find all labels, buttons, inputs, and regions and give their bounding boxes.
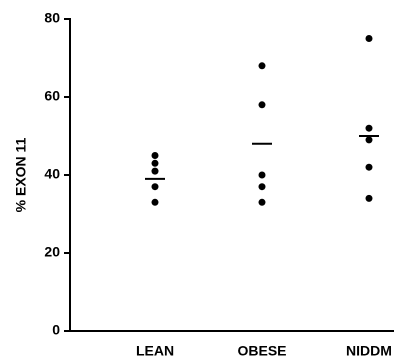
data-point: [151, 152, 159, 159]
y-tick-label: 20: [44, 244, 60, 260]
y-tick-label: 80: [44, 10, 60, 26]
data-point: [258, 171, 266, 179]
data-point: [365, 163, 373, 171]
data-point: [365, 136, 373, 144]
data-point: [258, 183, 266, 191]
data-point: [365, 35, 373, 42]
data-point: [365, 124, 373, 132]
y-tick-label: 40: [44, 166, 60, 182]
data-point: [151, 159, 159, 167]
data-point: [258, 198, 266, 206]
x-tick-label: NIDDM: [346, 343, 392, 359]
y-tick-label: 0: [52, 322, 60, 338]
data-point: [151, 167, 159, 175]
x-tick-label: LEAN: [136, 343, 174, 359]
y-tick-label: 60: [44, 88, 60, 104]
data-point: [258, 101, 266, 109]
y-axis-label: % EXON 11: [13, 137, 29, 212]
data-point: [151, 198, 159, 206]
data-point: [151, 183, 159, 191]
data-point: [365, 194, 373, 202]
data-point: [258, 62, 266, 70]
x-tick-label: OBESE: [237, 343, 286, 359]
